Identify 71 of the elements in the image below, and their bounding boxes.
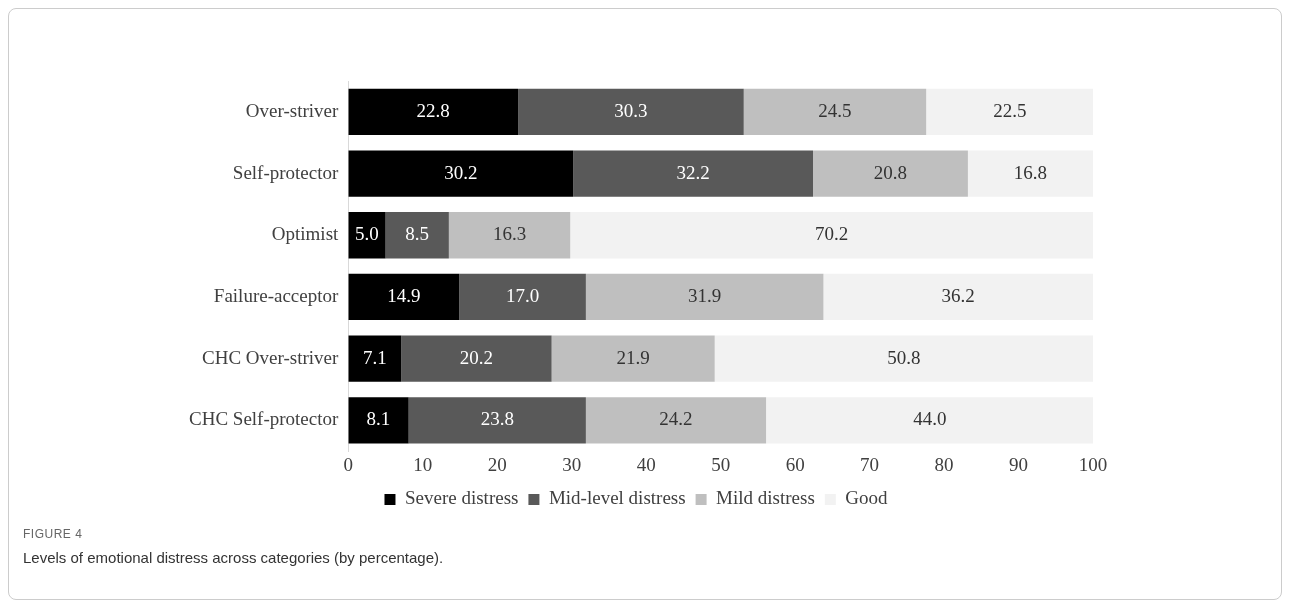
data-label: 23.8 — [480, 408, 514, 430]
data-label: 44.0 — [913, 408, 947, 430]
bar — [348, 273, 460, 321]
y-tick-label: Over-striver — [245, 99, 339, 121]
bar — [926, 88, 1093, 135]
bar — [348, 150, 574, 197]
data-label: 30.2 — [444, 161, 478, 183]
x-tick-label: 0 — [343, 453, 354, 475]
y-tick-label: Self-protector — [232, 161, 339, 183]
bar — [518, 88, 744, 135]
bar — [743, 88, 927, 135]
data-label: 21.9 — [616, 346, 650, 368]
bar — [459, 273, 586, 321]
x-tick-label: 90 — [1009, 453, 1029, 475]
legend-label: Mid-level distress — [548, 487, 686, 509]
x-tick-label: 20 — [487, 453, 507, 475]
data-label: 7.1 — [362, 346, 387, 368]
bar — [348, 212, 386, 259]
data-label: 70.2 — [815, 223, 849, 245]
bar — [385, 212, 449, 259]
x-tick-label: 70 — [860, 453, 880, 475]
bar — [348, 397, 409, 444]
data-label: 24.5 — [818, 99, 852, 121]
data-label: 5.0 — [355, 223, 379, 245]
data-label: 22.8 — [416, 99, 450, 121]
data-label: 22.5 — [993, 99, 1027, 121]
bar — [448, 212, 571, 259]
bar — [967, 150, 1093, 197]
data-label: 30.3 — [614, 99, 648, 121]
data-label: 20.2 — [459, 346, 494, 368]
y-tick-label: CHC Self-protector — [189, 408, 339, 430]
y-tick-label: Optimist — [271, 223, 340, 245]
data-label: 32.2 — [676, 161, 710, 183]
data-label: 8.1 — [366, 408, 391, 430]
bar — [348, 335, 402, 382]
bar — [401, 335, 552, 382]
bar — [766, 397, 1093, 444]
data-label: 17.0 — [505, 284, 540, 306]
bar — [714, 335, 1093, 382]
legend-label: Good — [845, 487, 889, 509]
data-label: 31.9 — [688, 284, 722, 306]
x-tick-label: 100 — [1078, 453, 1108, 475]
data-label: 8.5 — [405, 223, 430, 245]
data-label: 16.8 — [1013, 161, 1048, 183]
y-tick-label: CHC Over-striver — [202, 346, 339, 368]
x-tick-label: 80 — [934, 453, 954, 475]
x-tick-label: 40 — [636, 453, 656, 475]
x-tick-label: 60 — [785, 453, 805, 475]
data-label: 20.8 — [873, 161, 908, 183]
bar — [813, 150, 968, 197]
data-label: 14.9 — [387, 284, 421, 306]
legend-label: Mild distress — [716, 487, 815, 509]
caption: FIGURE 4 — [23, 527, 84, 541]
bar — [573, 150, 813, 197]
bar — [408, 397, 586, 444]
y-tick-label: Failure-acceptor — [213, 284, 339, 306]
bar — [570, 212, 1093, 259]
text: Levels of emotional distress across categories (by percentage). — [23, 549, 444, 566]
bar — [823, 273, 1093, 321]
x-tick-label: 30 — [562, 453, 582, 475]
bar — [585, 397, 767, 444]
data-label: 36.2 — [941, 284, 975, 306]
bar — [348, 88, 519, 135]
bar — [551, 335, 715, 382]
x-tick-label: 50 — [711, 453, 731, 475]
legend-label: Severe distress — [404, 487, 519, 509]
x-tick-label: 10 — [413, 453, 433, 475]
bar — [585, 273, 824, 321]
data-label: 50.8 — [887, 346, 921, 368]
data-label: 16.3 — [492, 223, 527, 245]
data-label: 24.2 — [659, 408, 693, 430]
